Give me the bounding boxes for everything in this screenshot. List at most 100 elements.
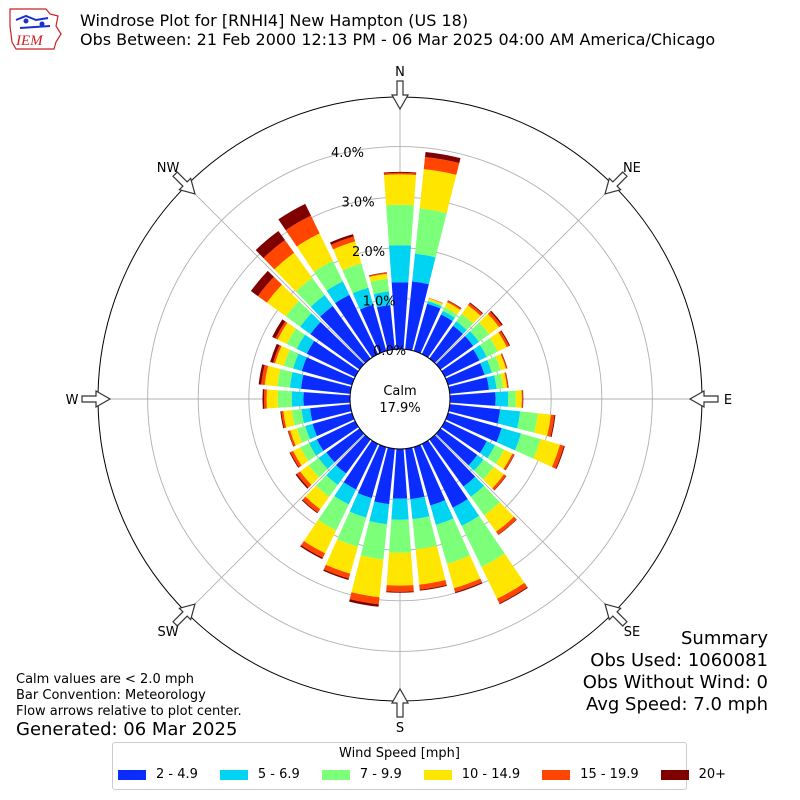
bar-segment (352, 287, 374, 310)
chart-subtitle: Obs Between: 21 Feb 2000 12:13 PM - 06 M… (80, 30, 716, 49)
bar-segment (266, 389, 278, 409)
grid-spoke (186, 434, 365, 613)
bar-segment (445, 363, 485, 386)
bar-segment (495, 449, 513, 470)
legend: Wind Speed [mph] 2 - 4.9 5 - 6.9 7 - 9.9 10… (112, 742, 726, 790)
generated-date: Generated: 06 Mar 2025 (16, 719, 238, 740)
bar-segment (415, 545, 446, 585)
bar-segment (479, 338, 498, 357)
bar-segment (290, 450, 302, 468)
bar-segment (351, 555, 384, 598)
bar-segment (301, 540, 326, 558)
direction-label: SE (624, 625, 640, 640)
bar-segment (296, 426, 311, 443)
bar-segment (278, 203, 311, 231)
legend-item: 15 - 19.9 (542, 767, 639, 782)
bar-segment (383, 172, 417, 176)
bar-segment (468, 455, 484, 471)
svg-text:IEM: IEM (15, 33, 44, 49)
bar-segment (410, 496, 430, 520)
legend-item: 10 - 14.9 (423, 767, 521, 782)
bar-segment (494, 373, 504, 390)
legend-label: 10 - 14.9 (461, 767, 521, 782)
flow-arrow-icon (604, 171, 628, 195)
bar-segment (500, 330, 511, 346)
legend-swatch (219, 769, 248, 780)
bar-segment (305, 423, 317, 440)
legend-label: 15 - 19.9 (580, 767, 639, 782)
bar-segment (447, 300, 462, 309)
calm-value: 17.9% (379, 401, 420, 416)
bar-segment (310, 294, 333, 317)
bar-segment (514, 433, 541, 459)
summary-title: Summary (681, 628, 768, 649)
bar-segment (389, 519, 411, 553)
bar-segment (446, 555, 481, 589)
bar-segment (500, 353, 507, 369)
bar-segment (435, 428, 478, 466)
bar-segment (280, 411, 285, 429)
bar-segment (300, 545, 323, 560)
bar-segment (435, 336, 474, 370)
bar-segment (313, 260, 343, 291)
bar-segment (303, 392, 351, 406)
bar-segment (522, 390, 524, 408)
bar-segment (435, 518, 471, 564)
bar-segment (484, 502, 515, 532)
bar-segment (291, 409, 304, 426)
bar-segment (464, 331, 480, 346)
legend-items: 2 - 4.9 5 - 6.9 7 - 9.9 10 - 14.9 15 - 19.9 2… (118, 767, 726, 782)
bar-segment (501, 353, 508, 369)
bar-segment (266, 284, 299, 317)
bar-segment (392, 448, 408, 499)
bar-segment (449, 392, 496, 406)
bar-segment (318, 452, 335, 470)
bar-segment (301, 357, 355, 386)
bar-segment (296, 471, 312, 488)
bar-segment (316, 420, 359, 451)
direction-label: NE (623, 161, 641, 176)
legend-item: 20+ (660, 767, 727, 782)
bar-segment (275, 321, 288, 340)
bar-segment (423, 156, 460, 175)
flow-arrow-icon (604, 603, 628, 627)
bar-segment (295, 277, 325, 307)
bar-segment (370, 278, 389, 295)
bar-segment (343, 440, 379, 490)
bar-segment (376, 304, 395, 351)
bar-segment (283, 410, 295, 428)
bar-segment (300, 313, 321, 335)
bar-segment (405, 281, 429, 351)
bar-segment (442, 307, 458, 318)
bar-segment (333, 241, 362, 271)
legend-label: 20+ (698, 767, 727, 782)
bar-segment (499, 587, 528, 605)
bar-segment (285, 300, 312, 327)
calm-circle (349, 348, 451, 450)
direction-label: SW (158, 625, 179, 640)
flow-arrow-icon (390, 687, 410, 718)
bar-segment (461, 305, 481, 324)
bar-segment (461, 515, 505, 567)
bar-segment (427, 299, 443, 307)
note-convention: Bar Convention: Meteorology (16, 688, 206, 703)
bar-segment (453, 321, 467, 335)
bar-segment (301, 499, 318, 514)
bar-segment (263, 389, 267, 409)
bar-segment (447, 300, 462, 310)
bar-segment (479, 441, 496, 459)
direction-label: W (66, 393, 79, 408)
chart-notes: Calm values are < 2.0 mph Bar Convention… (16, 672, 242, 720)
grid-spoke (435, 185, 614, 364)
legend-label: 2 - 4.9 (156, 767, 198, 782)
bar-segment (270, 343, 280, 363)
bar-segment (250, 270, 274, 297)
bar-segment (274, 252, 313, 292)
bar-segment (550, 414, 556, 438)
grid-spoke (186, 185, 365, 364)
bar-segment (262, 389, 265, 409)
bar-segment (515, 390, 522, 408)
bar-segment (306, 340, 359, 378)
bar-segment (427, 301, 442, 309)
